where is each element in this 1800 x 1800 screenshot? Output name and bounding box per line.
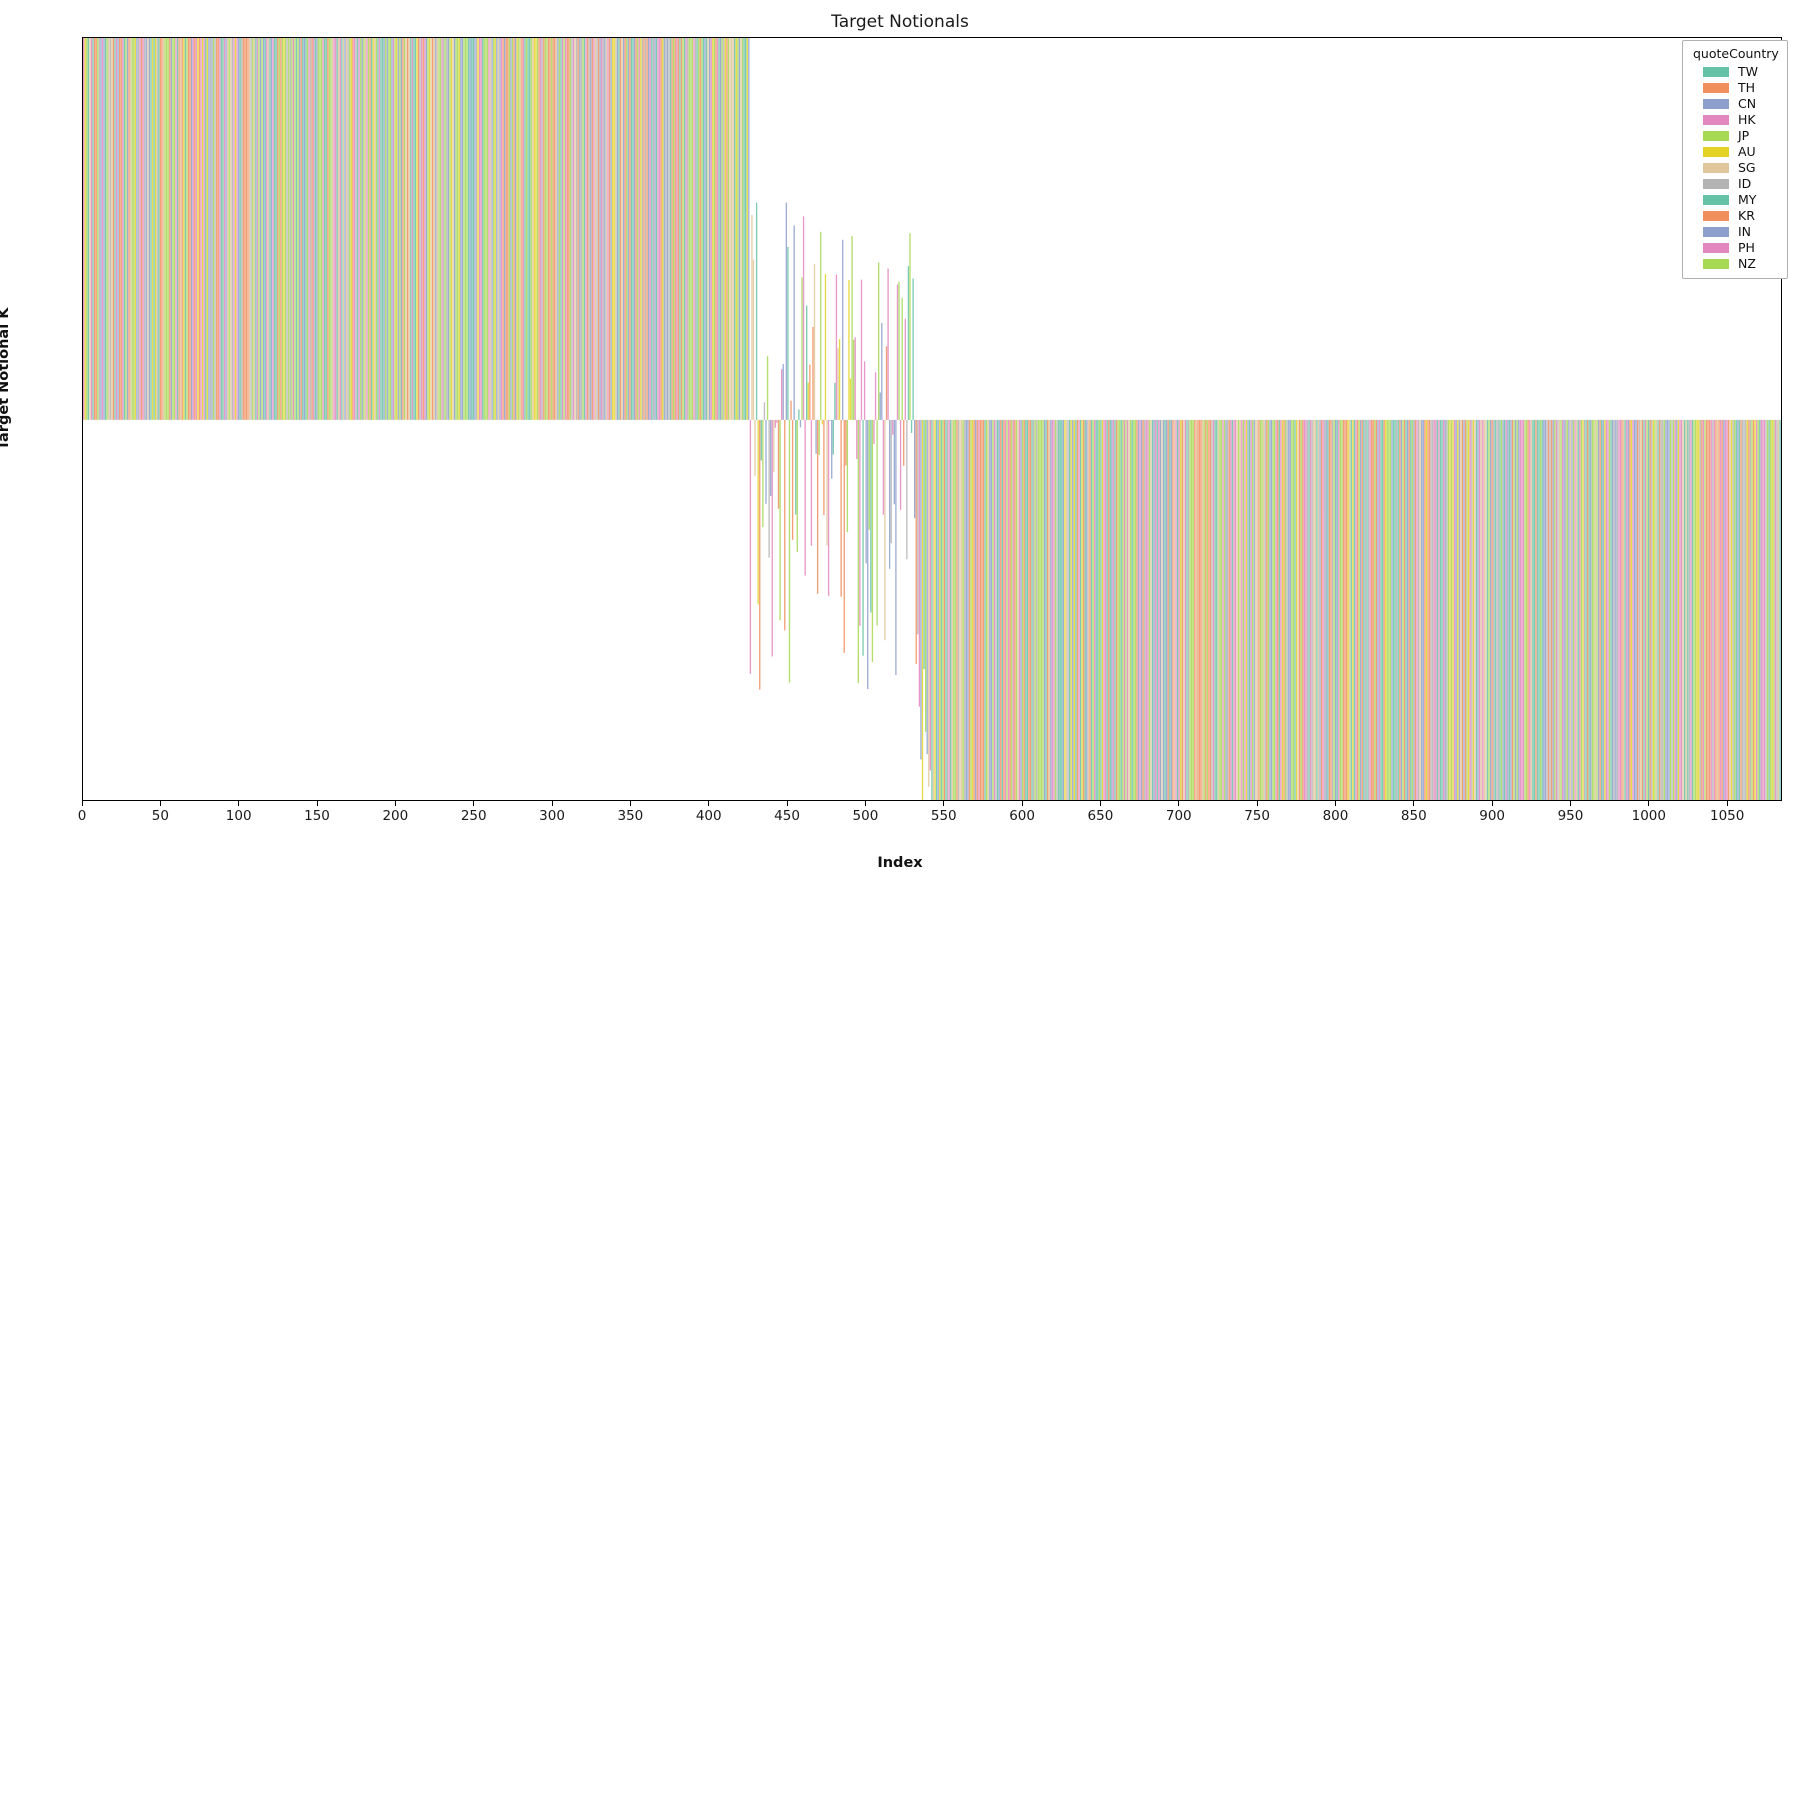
x-tick-label: 450 (774, 808, 800, 824)
x-tick-mark (1569, 801, 1572, 806)
x-tick-label: 250 (460, 808, 487, 824)
x-tick-label: 850 (1400, 808, 1427, 824)
legend-item-label: CN (1738, 95, 1757, 111)
x-tick-mark (316, 801, 318, 806)
x-tick-mark (159, 801, 161, 806)
legend-item-label: HK (1738, 111, 1756, 127)
legend-item-label: NZ (1738, 255, 1756, 271)
legend-color-swatch (1703, 67, 1729, 77)
plot-area (82, 37, 1782, 801)
x-tick-mark (394, 801, 396, 806)
x-tick-label: 300 (539, 808, 565, 824)
legend-item-label: IN (1738, 223, 1752, 239)
legend-item-label: TH (1738, 79, 1756, 95)
legend-item-label: JP (1738, 127, 1750, 143)
legend-item[interactable]: KR (1691, 208, 1779, 224)
legend-item[interactable]: MY (1691, 192, 1779, 208)
legend-item[interactable]: SG (1691, 160, 1779, 176)
x-tick-mark (1256, 801, 1258, 806)
x-tick-label: 150 (304, 808, 330, 824)
legend-item[interactable]: JP (1691, 128, 1779, 144)
legend-items: TW TH CN HK JP AU SG ID MY KR IN PH NZ (1691, 64, 1779, 272)
x-tick-label: 1000 (1631, 808, 1666, 824)
legend-color-swatch (1703, 115, 1729, 125)
chart-title: Target Notionals (831, 12, 969, 32)
x-tick-label: 750 (1244, 808, 1270, 824)
x-tick-label: 400 (695, 808, 722, 824)
x-tick-label: 700 (1165, 808, 1192, 824)
bar-series (83, 38, 1781, 800)
legend-item-label: MY (1738, 191, 1757, 207)
legend-color-swatch (1703, 147, 1729, 157)
legend-color-swatch (1703, 227, 1729, 237)
legend-item[interactable]: TW (1691, 64, 1779, 80)
legend-item-label: AU (1738, 143, 1756, 159)
x-tick-mark (81, 801, 83, 806)
x-tick-label: 1050 (1709, 808, 1745, 824)
legend-color-swatch (1703, 179, 1729, 189)
legend-item-label: ID (1738, 175, 1752, 191)
legend-color-swatch (1703, 211, 1729, 221)
x-tick-label: 600 (1009, 808, 1035, 824)
legend-color-swatch (1703, 243, 1729, 253)
legend-item[interactable]: HK (1691, 112, 1779, 128)
x-tick-label: 0 (77, 808, 87, 824)
x-tick-mark (1099, 801, 1102, 806)
x-tick-mark (551, 801, 553, 806)
x-tick-label: 500 (852, 808, 879, 824)
legend-item-label: SG (1738, 159, 1756, 175)
x-tick-label: 50 (151, 808, 169, 824)
legend-item[interactable]: CN (1691, 96, 1779, 112)
legend: quoteCountry TW TH CN HK JP AU SG ID MY KR IN PH NZ (1682, 40, 1788, 279)
x-tick-mark (786, 801, 788, 806)
x-tick-mark (238, 801, 240, 806)
x-tick-mark (1334, 801, 1337, 806)
x-tick-label: 100 (225, 808, 252, 824)
x-tick-label: 350 (617, 808, 644, 824)
x-tick-label: 800 (1322, 808, 1349, 824)
legend-item[interactable]: ID (1691, 176, 1779, 192)
legend-item-label: PH (1738, 239, 1755, 255)
x-tick-mark (1648, 801, 1650, 806)
x-tick-label: 650 (1087, 808, 1114, 824)
x-tick-mark (1491, 801, 1493, 806)
x-tick-mark (1726, 801, 1728, 806)
x-tick-mark (1413, 801, 1415, 806)
x-tick-mark (1178, 801, 1180, 806)
legend-item[interactable]: IN (1691, 224, 1779, 240)
x-tick-label: 550 (930, 808, 957, 824)
legend-color-swatch (1703, 259, 1729, 269)
legend-title: quoteCountry (1693, 46, 1779, 61)
x-tick-mark (864, 801, 866, 806)
x-tick-mark (629, 801, 631, 806)
x-tick-mark (1021, 801, 1023, 806)
x-tick-mark (473, 801, 475, 806)
x-tick-mark (708, 801, 710, 806)
x-tick-label: 200 (382, 808, 409, 824)
x-axis-label: Index (877, 855, 923, 871)
x-tick-label: 900 (1479, 808, 1506, 824)
legend-item-label: TW (1738, 63, 1758, 79)
legend-item-label: KR (1738, 207, 1755, 223)
legend-color-swatch (1703, 99, 1729, 109)
chart-figure: Target Notionals Target Notional K Index… (0, 12, 1788, 871)
y-axis-label: Target Notional K (0, 308, 12, 450)
legend-item[interactable]: PH (1691, 240, 1779, 256)
legend-color-swatch (1703, 163, 1729, 173)
legend-color-swatch (1703, 83, 1729, 93)
legend-item[interactable]: NZ (1691, 256, 1779, 272)
x-tick-mark (943, 801, 945, 806)
x-tick-label: 950 (1557, 808, 1584, 824)
legend-color-swatch (1703, 195, 1729, 205)
legend-item[interactable]: TH (1691, 80, 1779, 96)
legend-item[interactable]: AU (1691, 144, 1779, 160)
legend-color-swatch (1703, 131, 1729, 141)
